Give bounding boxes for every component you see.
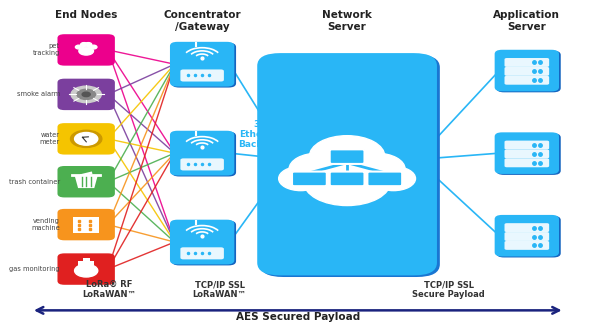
FancyBboxPatch shape xyxy=(494,50,559,91)
FancyBboxPatch shape xyxy=(292,172,327,186)
Text: water
meter: water meter xyxy=(40,132,60,145)
FancyBboxPatch shape xyxy=(58,209,115,240)
FancyBboxPatch shape xyxy=(58,253,115,285)
Text: LoRa® RF
LoRaWAN™: LoRa® RF LoRaWAN™ xyxy=(82,280,136,299)
FancyBboxPatch shape xyxy=(257,53,437,275)
FancyBboxPatch shape xyxy=(260,55,440,277)
FancyBboxPatch shape xyxy=(505,223,549,232)
Circle shape xyxy=(85,42,92,46)
FancyBboxPatch shape xyxy=(494,215,559,257)
FancyBboxPatch shape xyxy=(181,158,224,170)
Circle shape xyxy=(74,133,98,145)
FancyBboxPatch shape xyxy=(181,69,224,82)
FancyBboxPatch shape xyxy=(367,172,402,186)
Text: Network
Server: Network Server xyxy=(322,10,372,32)
FancyBboxPatch shape xyxy=(170,131,235,176)
Text: 3G/
Ethernet
Backhaul: 3G/ Ethernet Backhaul xyxy=(238,119,285,149)
FancyBboxPatch shape xyxy=(329,149,364,164)
FancyBboxPatch shape xyxy=(496,133,561,175)
Text: pet
tracking: pet tracking xyxy=(32,43,60,56)
FancyBboxPatch shape xyxy=(505,76,549,85)
FancyBboxPatch shape xyxy=(58,79,115,110)
Circle shape xyxy=(71,130,102,147)
Polygon shape xyxy=(74,175,98,188)
Circle shape xyxy=(76,45,82,49)
Circle shape xyxy=(80,42,88,46)
FancyBboxPatch shape xyxy=(170,220,235,264)
FancyBboxPatch shape xyxy=(329,172,364,186)
FancyBboxPatch shape xyxy=(172,43,236,87)
FancyBboxPatch shape xyxy=(494,132,559,174)
Bar xyxy=(73,217,99,233)
Bar xyxy=(298,164,397,183)
FancyBboxPatch shape xyxy=(496,51,561,92)
FancyBboxPatch shape xyxy=(58,34,115,66)
Circle shape xyxy=(71,86,101,103)
Circle shape xyxy=(347,153,405,185)
Text: gas monitoring: gas monitoring xyxy=(9,266,60,272)
Text: End Nodes: End Nodes xyxy=(55,10,118,20)
FancyBboxPatch shape xyxy=(505,241,549,250)
Circle shape xyxy=(74,264,98,277)
FancyBboxPatch shape xyxy=(170,42,235,87)
FancyBboxPatch shape xyxy=(172,221,236,265)
Bar xyxy=(83,258,89,261)
Circle shape xyxy=(371,167,416,191)
FancyBboxPatch shape xyxy=(505,141,549,149)
FancyBboxPatch shape xyxy=(172,132,236,177)
Circle shape xyxy=(90,45,97,49)
Circle shape xyxy=(77,89,95,99)
FancyBboxPatch shape xyxy=(505,232,549,241)
Circle shape xyxy=(289,153,347,185)
FancyBboxPatch shape xyxy=(496,216,561,258)
Text: smoke alarm: smoke alarm xyxy=(17,91,60,98)
Circle shape xyxy=(310,136,385,177)
Circle shape xyxy=(304,158,391,205)
FancyBboxPatch shape xyxy=(505,149,549,158)
Text: Concentrator
/Gateway: Concentrator /Gateway xyxy=(163,10,241,32)
Text: Application
Server: Application Server xyxy=(493,10,560,32)
Circle shape xyxy=(79,47,94,55)
Bar xyxy=(78,261,94,271)
Circle shape xyxy=(278,167,323,191)
Text: AES Secured Payload: AES Secured Payload xyxy=(236,312,360,322)
Text: TCP/IP SSL
Secure Payload: TCP/IP SSL Secure Payload xyxy=(412,280,485,299)
FancyBboxPatch shape xyxy=(58,123,115,155)
FancyBboxPatch shape xyxy=(505,58,549,67)
FancyBboxPatch shape xyxy=(58,166,115,197)
Circle shape xyxy=(82,92,90,97)
Text: TCP/IP SSL
LoRaWAN™: TCP/IP SSL LoRaWAN™ xyxy=(193,280,247,299)
FancyBboxPatch shape xyxy=(505,158,549,167)
FancyBboxPatch shape xyxy=(181,247,224,260)
Text: trash container: trash container xyxy=(8,179,60,185)
FancyBboxPatch shape xyxy=(505,67,549,76)
Text: vending
machine: vending machine xyxy=(31,218,60,231)
